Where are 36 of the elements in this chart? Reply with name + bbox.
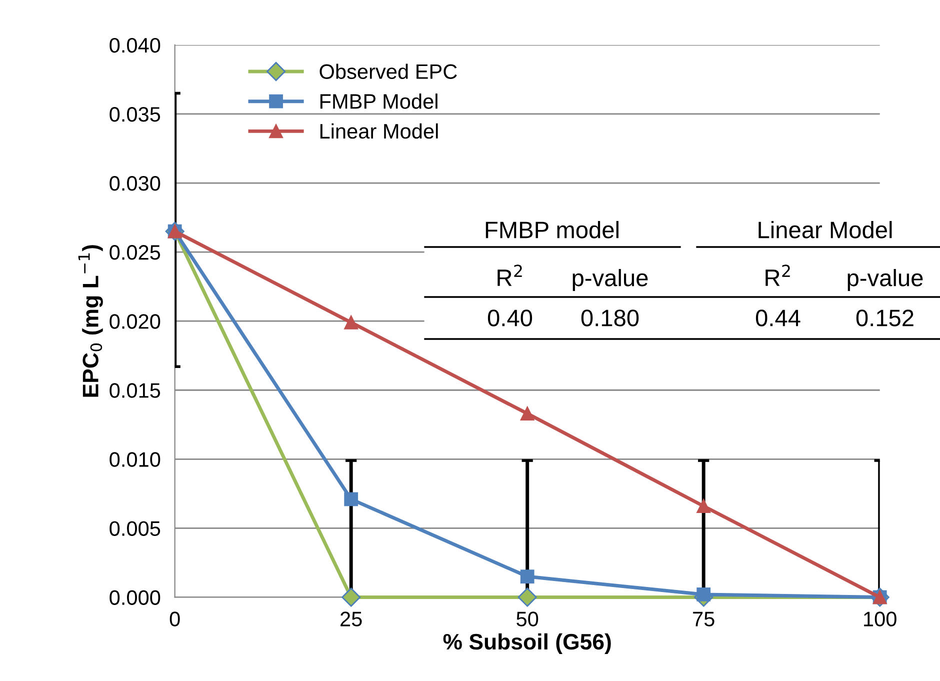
y-tick-label: 0.020 — [110, 314, 160, 329]
y-tick-label: 0.025 — [110, 245, 160, 260]
y-tick-label: 0.005 — [110, 521, 160, 536]
point — [520, 406, 534, 421]
y-axis-title: EPC$_{0}$ (mg L$^{−1}$) — [78, 245, 103, 397]
y-tick-label: 0.000 — [110, 590, 160, 605]
y-tick-label: 0.010 — [110, 452, 160, 467]
annotation: R$^{2}$ — [498, 264, 522, 286]
annotation: 0.152 — [856, 310, 914, 326]
annotation: FMBP model — [486, 220, 618, 238]
annotation: 0.40 — [488, 310, 532, 326]
point — [520, 570, 534, 584]
x-tick-label: 100 — [864, 612, 896, 626]
annotation: Linear Model — [758, 220, 892, 238]
legend-label: Linear Model — [320, 123, 438, 139]
x-tick-label: 50 — [516, 612, 538, 626]
point — [342, 588, 361, 607]
x-tick-label: 75 — [693, 612, 714, 626]
annotation: p-value — [572, 268, 648, 292]
point — [696, 499, 711, 514]
legend-label: Observed EPC — [320, 64, 457, 79]
y-tick-label: 0.015 — [110, 383, 160, 398]
annotation: p-value — [848, 268, 923, 292]
y-tick-label: 0.040 — [110, 38, 160, 53]
point — [344, 316, 358, 330]
x-axis-title: % Subsoil (G56) — [443, 633, 611, 654]
point — [518, 588, 537, 607]
y-tick-label: 0.035 — [110, 106, 160, 122]
annotation: 0.180 — [581, 310, 639, 326]
legend-label: FMBP Model — [320, 94, 438, 109]
y-tick-label: 0.030 — [110, 176, 160, 191]
x-tick-label: 25 — [340, 612, 362, 626]
point — [344, 492, 358, 506]
annotation: 0.44 — [756, 310, 800, 326]
annotation: R$^{2}$ — [766, 264, 790, 286]
x-tick-label: 0 — [170, 612, 180, 626]
